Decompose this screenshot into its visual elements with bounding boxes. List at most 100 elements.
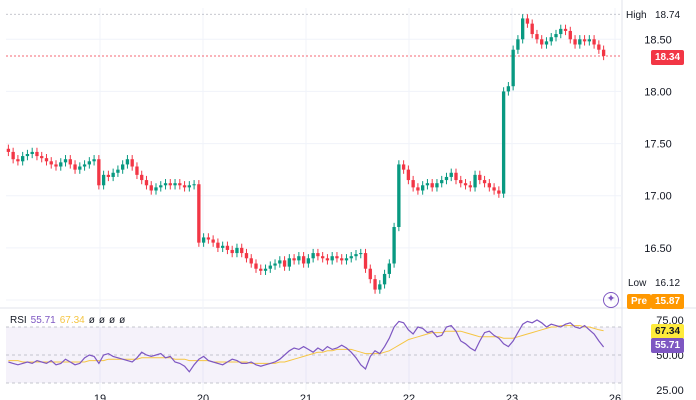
price-tick-label: 18.50 xyxy=(644,34,672,46)
candle-body xyxy=(440,180,444,184)
candle-body xyxy=(373,279,377,290)
candle-body xyxy=(559,28,563,35)
candle-body xyxy=(311,253,315,259)
rsi-line xyxy=(8,319,605,373)
candle-body xyxy=(397,164,401,227)
rsi-legend-value: 55.71 xyxy=(30,315,56,326)
candle-body xyxy=(306,258,311,264)
candle-body xyxy=(578,39,582,45)
candle-body xyxy=(173,183,177,186)
candle-body xyxy=(101,174,106,186)
candle-body xyxy=(254,263,258,269)
rsi-legend-label: RSI xyxy=(10,315,27,326)
candle-body xyxy=(230,249,234,254)
low-value: 16.12 xyxy=(655,278,681,289)
candle-body xyxy=(163,183,168,186)
candle-body xyxy=(468,185,472,188)
candle-body xyxy=(73,164,77,170)
candle-body xyxy=(549,37,553,42)
candle-body xyxy=(411,180,415,188)
candle-body xyxy=(297,256,301,261)
rsi-legend: RSI 55.71 67.34 ø ø ø ø xyxy=(10,315,125,326)
candle-body xyxy=(221,245,225,248)
candle-body xyxy=(325,258,330,261)
candle-body xyxy=(178,183,182,186)
candle-body xyxy=(573,39,577,45)
candle-body xyxy=(130,159,134,167)
candle-body xyxy=(263,268,268,271)
candle-body xyxy=(535,34,539,40)
time-tick-label: 21 xyxy=(300,393,312,400)
candle-body xyxy=(487,183,491,188)
time-tick-label: 22 xyxy=(403,393,415,400)
candle-body xyxy=(416,187,420,191)
candle-body xyxy=(87,161,91,165)
candle-body xyxy=(344,258,349,261)
candle-body xyxy=(125,159,130,165)
candle-body xyxy=(44,158,49,162)
candle-body xyxy=(392,227,396,264)
candle-body xyxy=(492,187,496,191)
candle-body xyxy=(401,164,406,170)
pre-label: Pre xyxy=(627,294,652,309)
candle-body xyxy=(68,159,72,165)
time-tick-label: 20 xyxy=(197,393,209,400)
candle-body xyxy=(506,86,511,92)
candle-body xyxy=(111,172,115,177)
candle-body xyxy=(40,156,44,159)
candle-body xyxy=(135,166,139,175)
time-tick-label: 23 xyxy=(506,393,518,400)
settings-icon[interactable]: ✦ xyxy=(603,292,619,308)
candle-body xyxy=(35,151,39,157)
candle-body xyxy=(387,263,391,274)
candle-body xyxy=(582,39,587,42)
candle-body xyxy=(149,185,153,191)
candle-body xyxy=(478,174,482,181)
high-label: High xyxy=(626,10,647,21)
candle-body xyxy=(144,180,149,186)
candle-body xyxy=(544,41,549,45)
candle-body xyxy=(330,256,334,261)
candle-body xyxy=(16,159,20,162)
candle-body xyxy=(359,253,363,255)
candle-body xyxy=(482,180,487,184)
candle-body xyxy=(511,49,515,87)
candle-body xyxy=(244,253,249,259)
candle-body xyxy=(340,258,344,261)
candle-body xyxy=(187,185,191,188)
candle-body xyxy=(587,39,591,42)
candle-body xyxy=(363,253,368,269)
candle-body xyxy=(30,151,34,154)
rsi-legend-extra-2: ø xyxy=(98,315,105,326)
rsi-ma-line xyxy=(8,325,604,364)
candle-body xyxy=(154,187,158,191)
rsi-value-tag: 55.71 xyxy=(651,338,685,353)
candle-body xyxy=(259,268,263,271)
rsi-ma-tag: 67.34 xyxy=(651,324,685,339)
candle-body xyxy=(406,169,411,181)
candle-body xyxy=(273,263,277,266)
candle-body xyxy=(568,30,572,40)
candle-body xyxy=(425,183,430,186)
candle-body xyxy=(378,284,382,290)
candle-body xyxy=(21,156,25,162)
candle-body xyxy=(449,172,453,177)
candle-body xyxy=(382,273,387,285)
candle-body xyxy=(121,164,125,170)
candle-body xyxy=(192,184,196,186)
candle-body xyxy=(473,174,477,188)
candle-body xyxy=(421,185,425,191)
candle-body xyxy=(349,256,353,259)
rsi-legend-extra-4: ø xyxy=(119,315,126,326)
candle-body xyxy=(140,174,144,181)
candle-body xyxy=(225,245,230,250)
time-tick-label: 19 xyxy=(94,393,106,400)
candle-body xyxy=(525,18,530,24)
candle-body xyxy=(268,265,272,269)
candle-body xyxy=(78,166,82,170)
candle-body xyxy=(11,151,15,160)
price-tick-label: 18.00 xyxy=(644,86,672,98)
rsi-tick-label: 25.00 xyxy=(656,385,684,397)
candle-body xyxy=(49,161,53,165)
